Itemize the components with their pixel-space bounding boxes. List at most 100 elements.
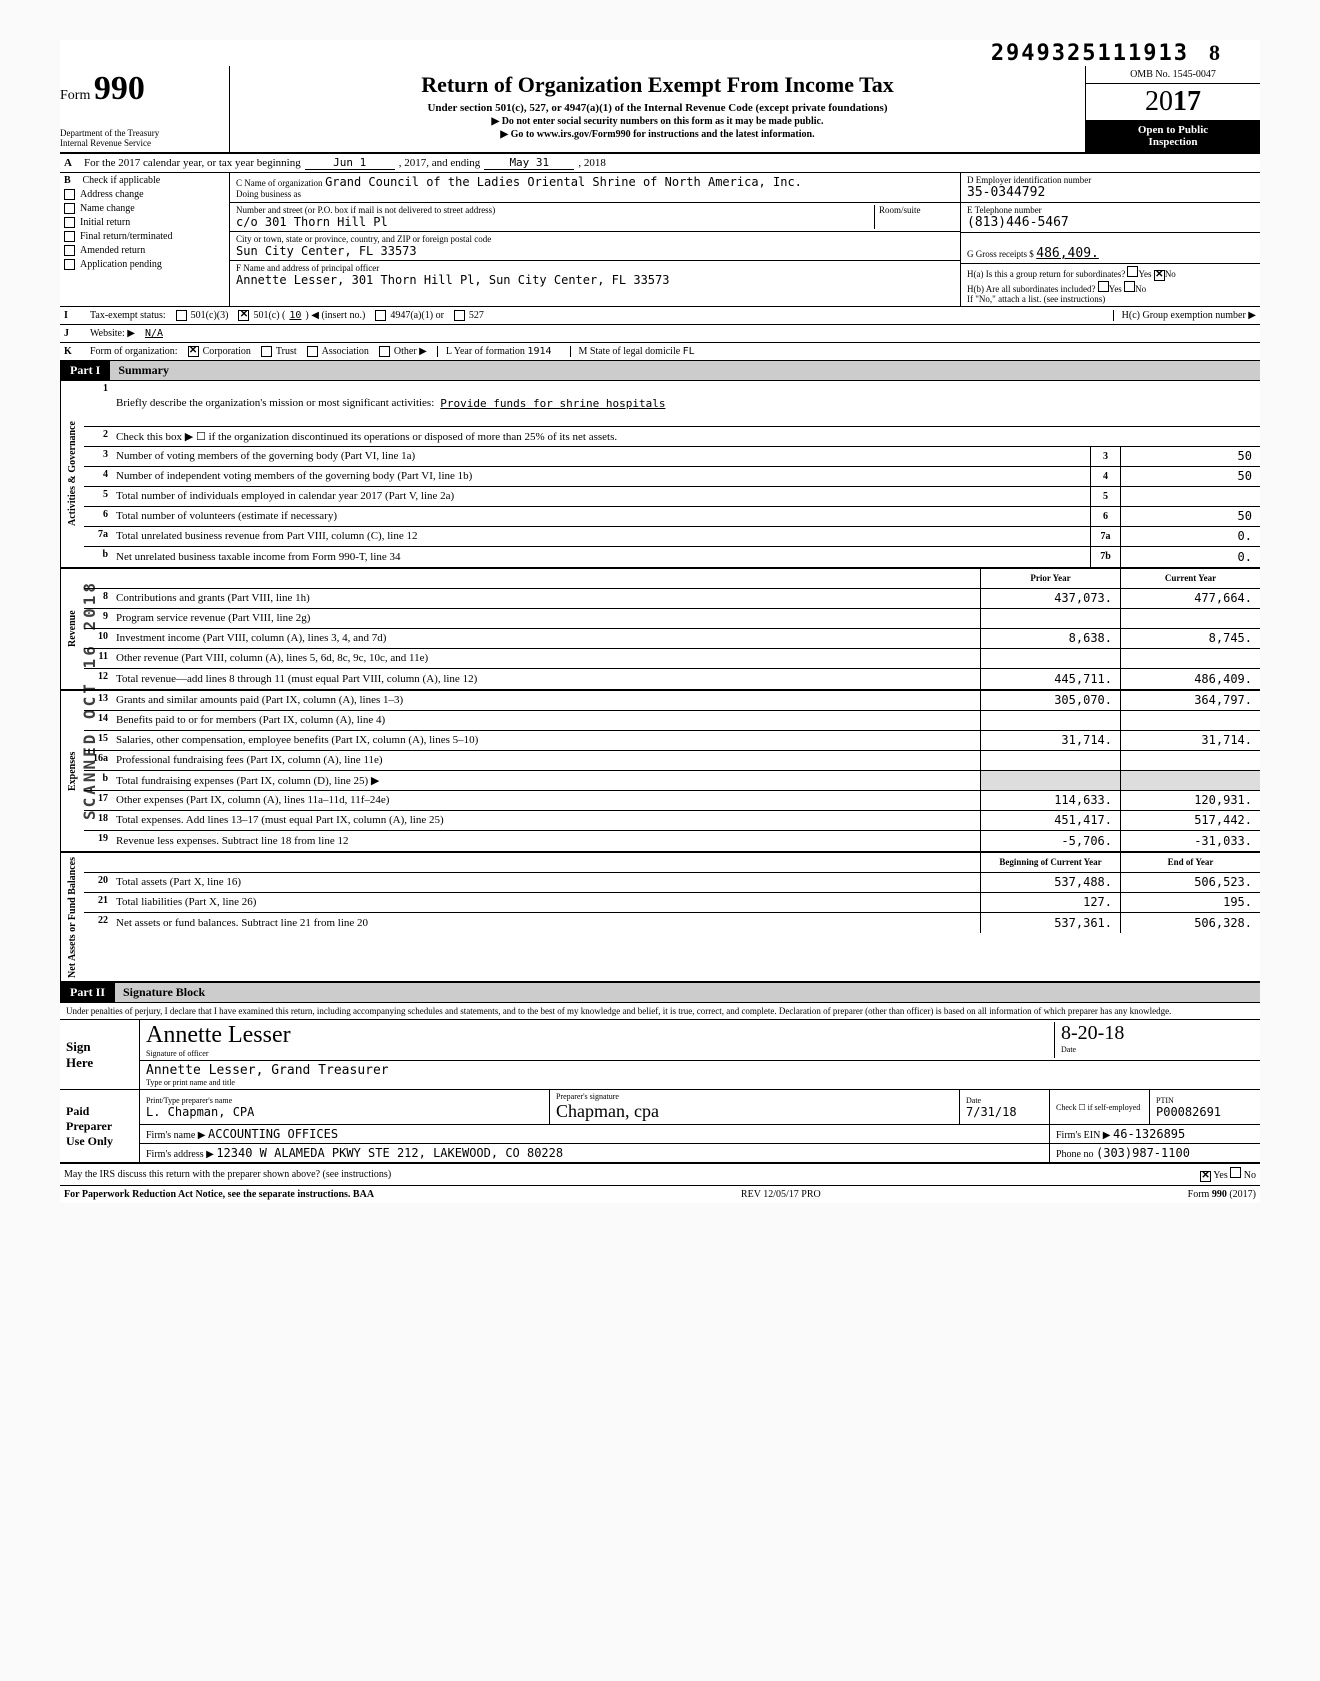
- checkbox-icon[interactable]: [176, 310, 187, 321]
- ck-initial-return[interactable]: Initial return: [64, 217, 225, 228]
- checkbox-icon[interactable]: [307, 346, 318, 357]
- discuss-text: May the IRS discuss this return with the…: [64, 1169, 391, 1180]
- row-current-value: [1120, 751, 1260, 770]
- opt-corp[interactable]: Corporation: [188, 346, 251, 357]
- ck-final-return[interactable]: Final return/terminated: [64, 231, 225, 242]
- summary-container: Activities & Governance1Briefly describe…: [60, 381, 1260, 984]
- form-bullet-1: ▶ Do not enter social security numbers o…: [246, 116, 1069, 127]
- section-col-header: Beginning of Current Year End of Year: [84, 853, 1260, 873]
- checkbox-icon[interactable]: [64, 259, 75, 270]
- m-value: FL: [683, 346, 695, 357]
- row-desc: Salaries, other compensation, employee b…: [112, 731, 980, 750]
- form-subtitle: Under section 501(c), 527, or 4947(a)(1)…: [246, 102, 1069, 114]
- summary-row: 12Total revenue—add lines 8 through 11 (…: [84, 669, 1260, 689]
- block-b-to-g: B Check if applicable Address change Nam…: [60, 173, 1260, 307]
- row-desc: Number of independent voting members of …: [112, 467, 1090, 486]
- row-desc: Benefits paid to or for members (Part IX…: [112, 711, 980, 730]
- opt-trust[interactable]: Trust: [261, 346, 297, 357]
- row-a-begin: Jun 1: [305, 156, 395, 170]
- checkbox-icon[interactable]: [379, 346, 390, 357]
- section-body: 13Grants and similar amounts paid (Part …: [84, 691, 1260, 851]
- row-current-value: 364,797.: [1120, 691, 1260, 710]
- form-number: Form 990: [60, 70, 223, 108]
- row-prior-value: 114,633.: [980, 791, 1120, 810]
- discuss-yes-checkbox[interactable]: [1200, 1171, 1211, 1182]
- checkbox-icon[interactable]: [375, 310, 386, 321]
- hb-yes-checkbox[interactable]: [1098, 281, 1109, 292]
- summary-row: 14Benefits paid to or for members (Part …: [84, 711, 1260, 731]
- ha-yes-checkbox[interactable]: [1127, 266, 1138, 277]
- preparer-body: Print/Type preparer's name L. Chapman, C…: [140, 1090, 1260, 1162]
- dba-label: Doing business as: [236, 189, 301, 199]
- opt-assoc[interactable]: Association: [307, 346, 369, 357]
- row-desc: Total fundraising expenses (Part IX, col…: [112, 771, 980, 790]
- addr-val: 12340 W ALAMEDA PKWY STE 212, LAKEWOOD, …: [216, 1146, 563, 1160]
- website-value: N/A: [145, 328, 245, 339]
- row-number: 7a: [84, 527, 112, 546]
- row-desc: Total number of volunteers (estimate if …: [112, 507, 1090, 526]
- ein-lbl: Firm's EIN ▶: [1056, 1130, 1111, 1141]
- checkbox-icon[interactable]: [64, 245, 75, 256]
- col-header-prior: Beginning of Current Year: [980, 853, 1120, 872]
- prep-date-lbl: Date: [966, 1096, 1043, 1105]
- officer-signature: Annette Lesser: [146, 1022, 1034, 1049]
- paid-preparer-block: Paid Preparer Use Only Print/Type prepar…: [60, 1090, 1260, 1164]
- discuss-no-checkbox[interactable]: [1230, 1167, 1241, 1178]
- row-desc: Total revenue—add lines 8 through 11 (mu…: [112, 669, 980, 689]
- row-value: 50: [1120, 507, 1260, 526]
- checkbox-icon[interactable]: [188, 346, 199, 357]
- checkbox-icon[interactable]: [64, 189, 75, 200]
- row-desc: Briefly describe the organization's miss…: [112, 381, 1260, 426]
- row-number: b: [84, 547, 112, 567]
- header-middle: Return of Organization Exempt From Incom…: [238, 66, 1077, 152]
- row-value: 50: [1120, 447, 1260, 466]
- addr-lbl: Firm's address ▶: [146, 1149, 214, 1160]
- row-j-website: J Website: ▶ N/A: [60, 325, 1260, 343]
- cell-city: City or town, state or province, country…: [230, 232, 960, 261]
- form-header: Form 990 Department of the Treasury Inte…: [60, 66, 1260, 154]
- summary-row: 7aTotal unrelated business revenue from …: [84, 527, 1260, 547]
- checkbox-icon[interactable]: [64, 231, 75, 242]
- preparer-label: Paid Preparer Use Only: [60, 1090, 140, 1162]
- hb-no-checkbox[interactable]: [1124, 281, 1135, 292]
- checkbox-icon[interactable]: [64, 217, 75, 228]
- ck-address-change[interactable]: Address change: [64, 189, 225, 200]
- opt-other[interactable]: Other ▶: [379, 346, 427, 357]
- part-1-tab: Part I: [60, 361, 110, 381]
- row-number: 4: [84, 467, 112, 486]
- footer-left: For Paperwork Reduction Act Notice, see …: [64, 1189, 374, 1200]
- officer-typed-name: Annette Lesser, Grand Treasurer: [146, 1063, 1254, 1078]
- officer-typed-sub: Type or print name and title: [146, 1078, 1254, 1087]
- ck-application-pending[interactable]: Application pending: [64, 259, 225, 270]
- checkbox-icon[interactable]: [261, 346, 272, 357]
- row-a-end: May 31: [484, 156, 574, 170]
- year-bold: 17: [1173, 86, 1201, 117]
- ha-no-checkbox[interactable]: [1154, 270, 1165, 281]
- opt-501c3[interactable]: 501(c)(3): [176, 310, 229, 321]
- col-b-heading: Check if applicable: [83, 175, 161, 186]
- opt-527[interactable]: 527: [454, 310, 484, 321]
- checkbox-icon[interactable]: [64, 203, 75, 214]
- row-k-form-org: K Form of organization: Corporation Trus…: [60, 343, 1260, 361]
- checkbox-icon[interactable]: [454, 310, 465, 321]
- form-title: Return of Organization Exempt From Incom…: [246, 72, 1069, 98]
- col-c-org-info: C Name of organization Grand Council of …: [230, 173, 960, 306]
- l-value: 1914: [527, 346, 551, 357]
- ck-label: Final return/terminated: [80, 231, 172, 242]
- ck-name-change[interactable]: Name change: [64, 203, 225, 214]
- summary-row: 20Total assets (Part X, line 16)537,488.…: [84, 873, 1260, 893]
- row-cell-num: 7b: [1090, 547, 1120, 567]
- hc-label: H(c) Group exemption number ▶: [1113, 310, 1256, 321]
- row-prior-value: 305,070.: [980, 691, 1120, 710]
- checkbox-icon[interactable]: [238, 310, 249, 321]
- addr-label: Number and street (or P.O. box if mail i…: [236, 205, 874, 215]
- firm-name-cell: Firm's name ▶ ACCOUNTING OFFICES: [140, 1125, 1050, 1143]
- opt-501c[interactable]: 501(c) (10) ◀ (insert no.): [238, 310, 365, 321]
- sign-content: Annette Lesser Signature of officer 8-20…: [140, 1020, 1260, 1089]
- open-to-public: Open to Public Inspection: [1086, 120, 1260, 152]
- row-desc: Total liabilities (Part X, line 26): [112, 893, 980, 912]
- opt-4947[interactable]: 4947(a)(1) or: [375, 310, 444, 321]
- ck-amended-return[interactable]: Amended return: [64, 245, 225, 256]
- row-current-value: 506,328.: [1120, 913, 1260, 933]
- tax-exempt-label: Tax-exempt status:: [90, 310, 166, 321]
